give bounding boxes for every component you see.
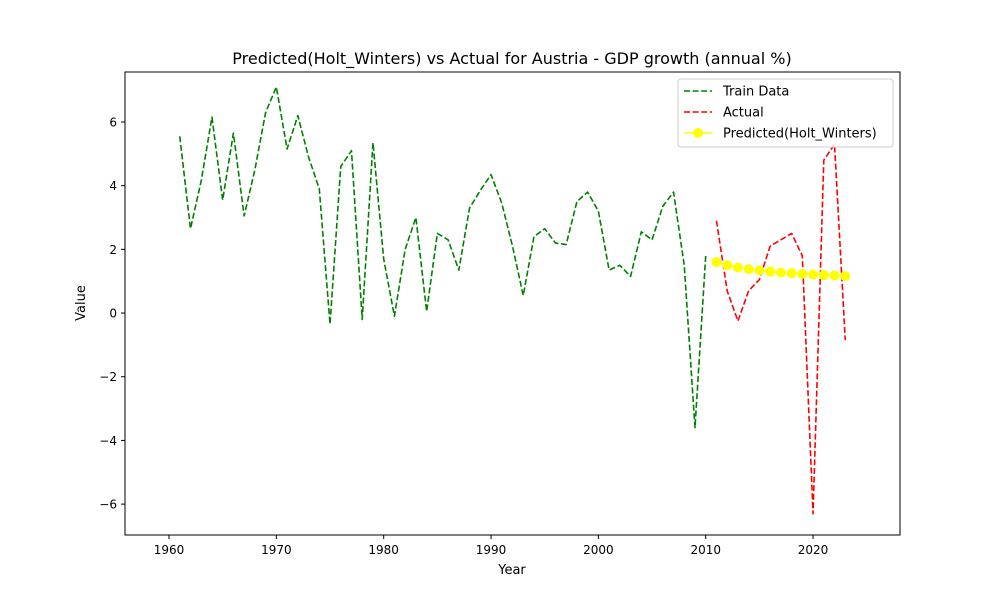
series-point-predicted-holt-winters (775, 267, 786, 278)
y-tick-label: 6 (109, 115, 117, 129)
legend-label-train-data: Train Data (722, 85, 789, 100)
y-tick-label: 0 (109, 307, 117, 321)
series-point-predicted-holt-winters (818, 270, 829, 281)
series-point-predicted-holt-winters (743, 264, 754, 275)
series-point-predicted-holt-winters (797, 268, 808, 279)
axes-frame (124, 71, 901, 536)
legend-marker-predicted-holt-winters (693, 128, 703, 138)
legend-label-actual: Actual (723, 106, 764, 121)
x-tick-label: 1990 (476, 543, 507, 557)
x-tick-label: 2010 (690, 543, 721, 557)
y-axis-label: Value (74, 285, 89, 321)
series-point-predicted-holt-winters (765, 266, 776, 277)
x-tick-label: 2000 (583, 543, 614, 557)
series-point-predicted-holt-winters (754, 265, 765, 276)
chart-title: Predicted(Holt_Winters) vs Actual for Au… (232, 49, 791, 69)
series-point-predicted-holt-winters (722, 260, 733, 271)
series-point-predicted-holt-winters (840, 271, 851, 282)
series-line-train-data (178, 86, 707, 429)
x-axis-label: Year (497, 563, 526, 578)
y-tick-label: −4 (99, 434, 117, 448)
x-tick-label: 1960 (154, 543, 185, 557)
y-tick-label: 2 (109, 243, 117, 257)
legend-box (677, 78, 894, 148)
y-tick-label: −6 (99, 498, 117, 512)
series-point-predicted-holt-winters (786, 268, 797, 279)
series-line-actual (715, 143, 847, 515)
series-point-predicted-holt-winters (808, 269, 819, 280)
x-tick-label: 1980 (368, 543, 399, 557)
plot-area: 1960 1970 1980 1990 2000 2010 2020 −6 −4 −2 0 2 4 6 Tr… (99, 71, 901, 557)
y-tick-label: −2 (99, 370, 117, 384)
series-point-predicted-holt-winters (829, 270, 840, 281)
legend-label-predicted-holt-winters: Predicted(Holt_Winters) (723, 127, 877, 142)
x-tick-label: 1970 (261, 543, 292, 557)
y-tick-label: 4 (109, 179, 117, 193)
x-tick-label: 2020 (798, 543, 829, 557)
series-point-predicted-holt-winters (711, 257, 722, 268)
series-point-predicted-holt-winters (732, 262, 743, 273)
